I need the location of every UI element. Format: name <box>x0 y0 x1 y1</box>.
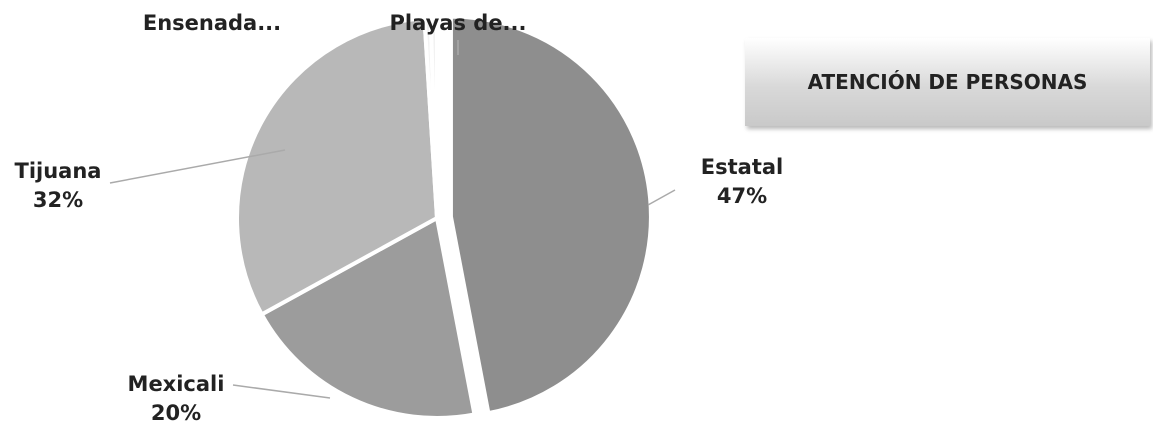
leader-lines <box>109 40 676 399</box>
leader-line <box>647 189 676 206</box>
slice-label: Tijuana <box>15 159 102 183</box>
slice-value-label: 47% <box>717 184 767 208</box>
leader-line <box>232 384 331 399</box>
slice-label: Ensenada... <box>143 11 281 35</box>
pie <box>235 14 653 420</box>
slice-label: Playas de... <box>390 11 527 35</box>
slice-value-label: 32% <box>33 188 83 212</box>
pie-slice <box>235 16 440 318</box>
slice-value-label: 20% <box>151 401 201 425</box>
pie-slice <box>428 15 439 219</box>
slice-label: Estatal <box>701 155 783 179</box>
slice-label: Mexicali <box>128 372 225 396</box>
pie-slice <box>259 214 477 420</box>
pie-slice <box>448 14 653 416</box>
chart-title: ATENCIÓN DE PERSONAS <box>745 38 1150 126</box>
leader-line <box>109 149 286 184</box>
